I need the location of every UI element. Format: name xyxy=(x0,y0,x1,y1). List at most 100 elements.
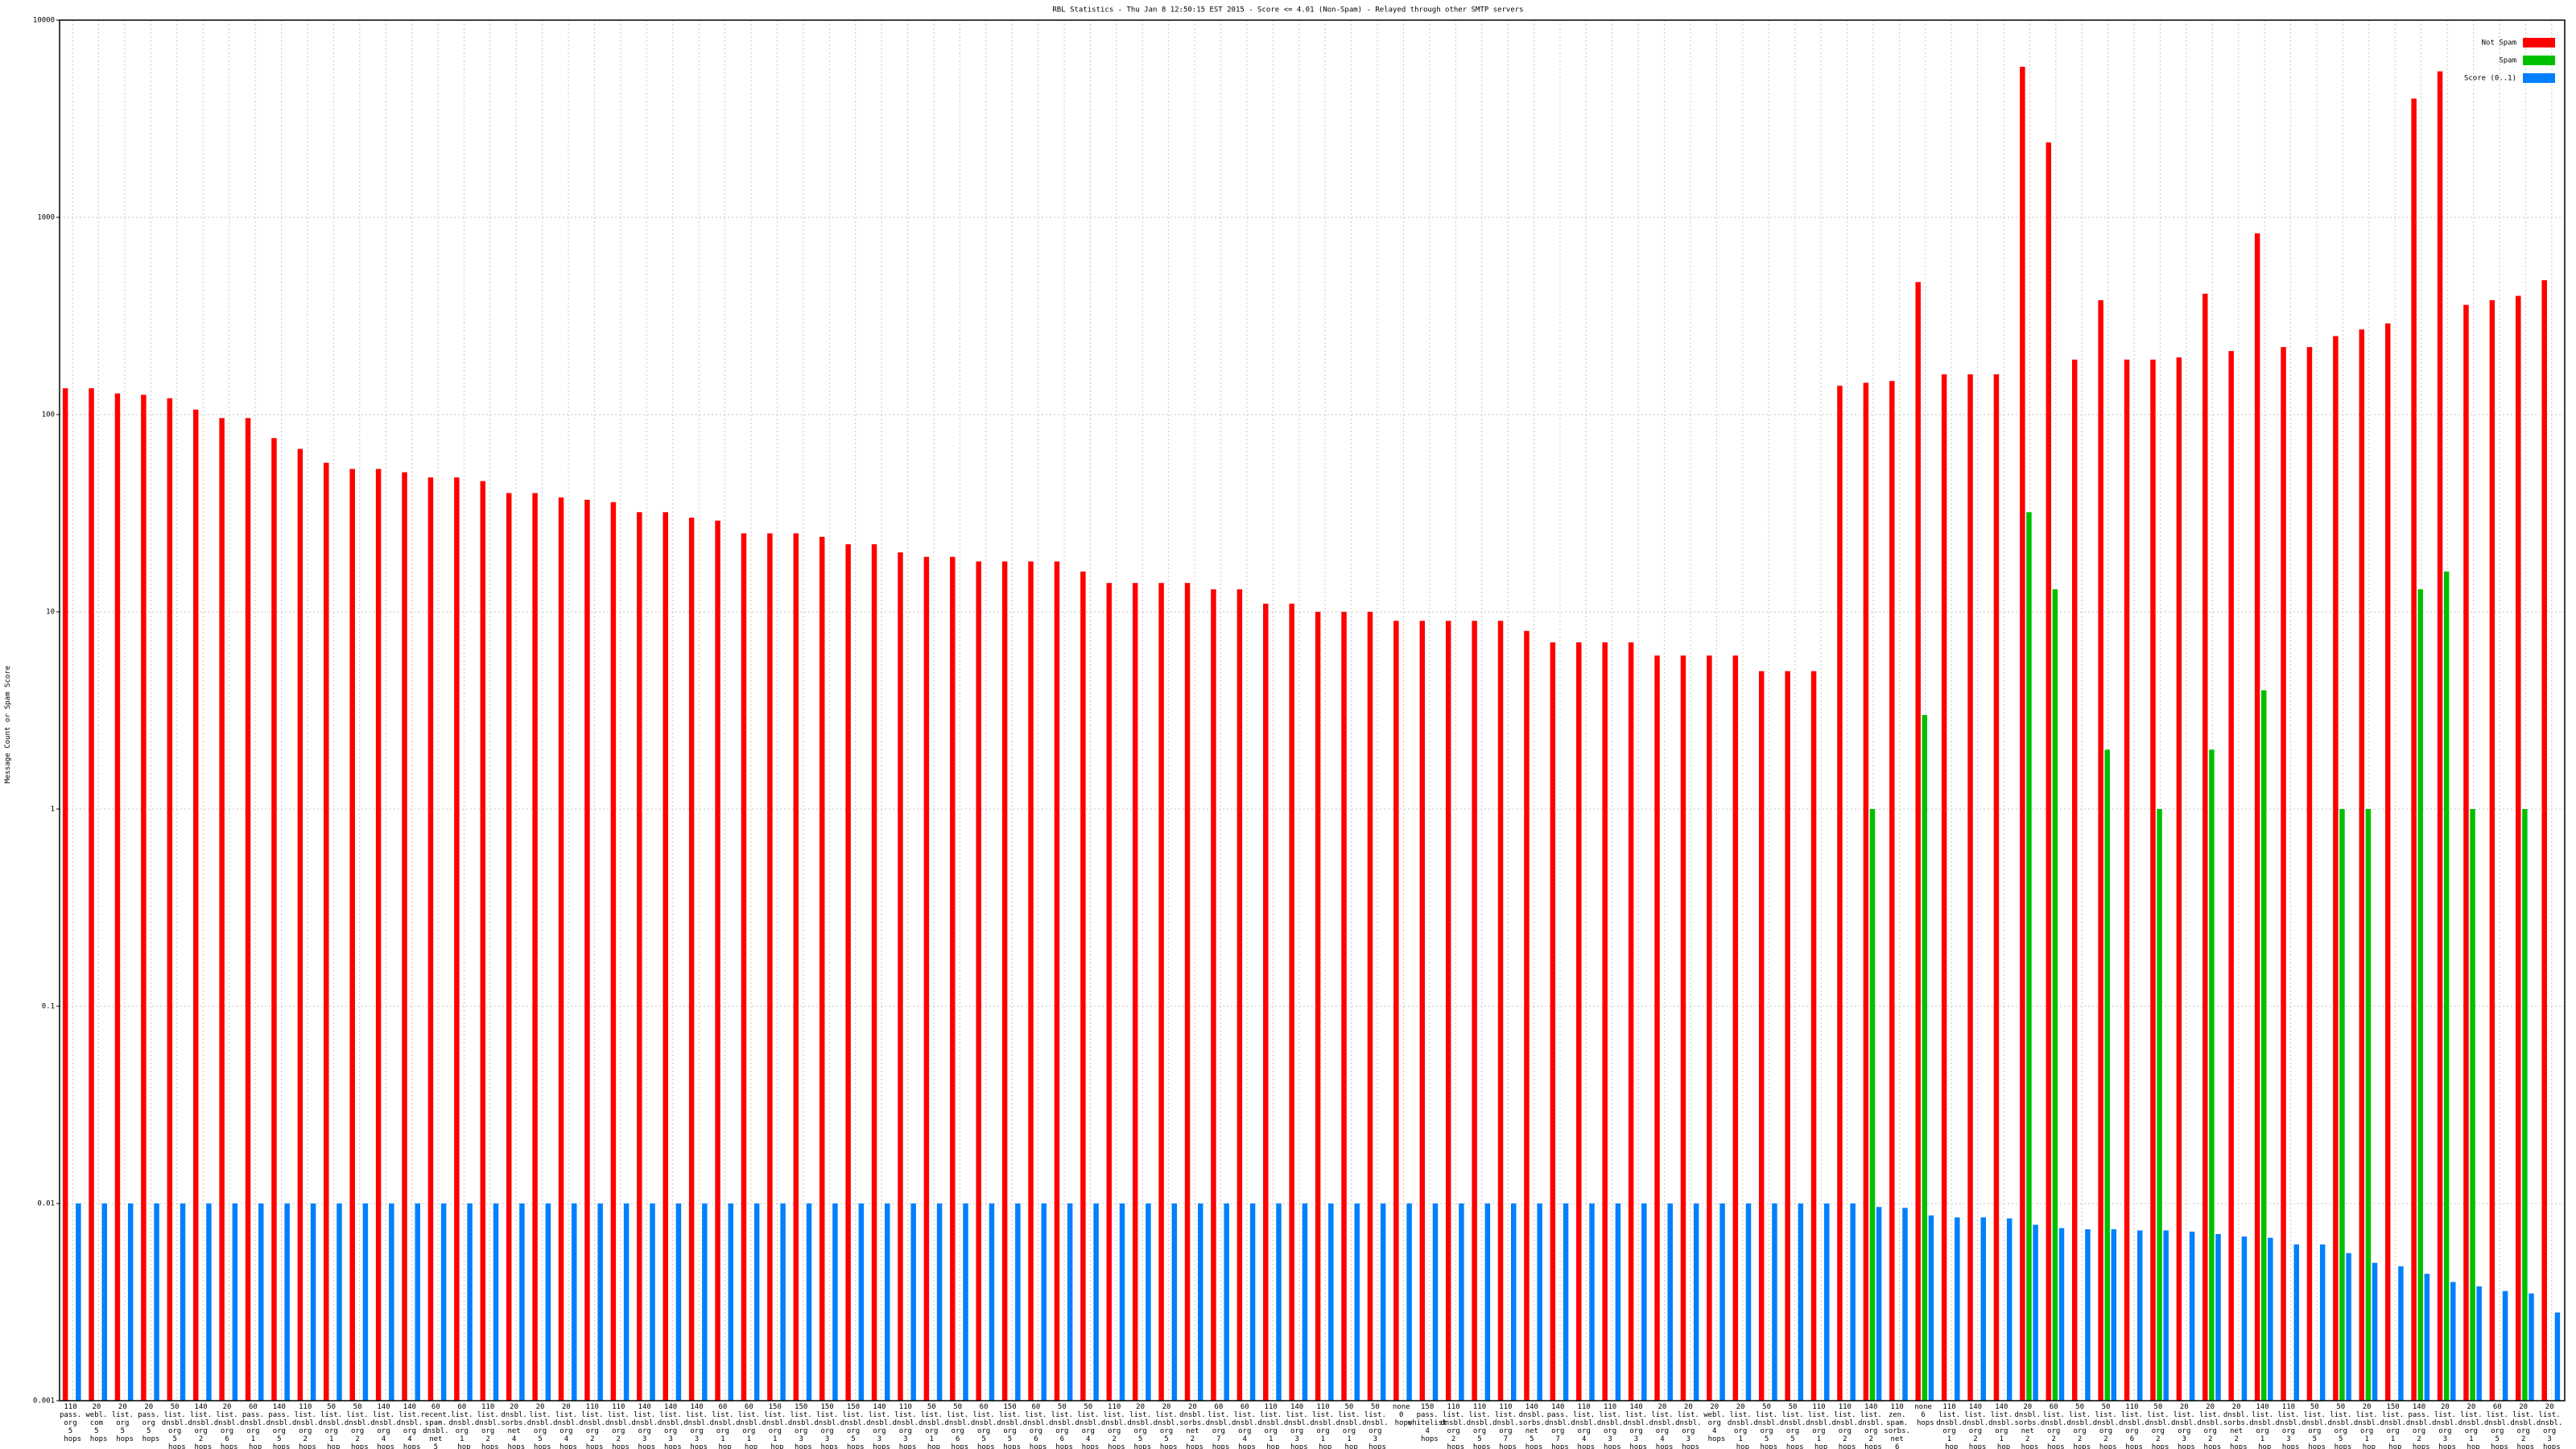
bar xyxy=(1641,1203,1647,1401)
bar xyxy=(1146,1203,1151,1401)
bar xyxy=(375,469,382,1401)
bar xyxy=(2006,1218,2013,1401)
bar xyxy=(1106,583,1113,1401)
bar xyxy=(1798,1203,1804,1401)
bar xyxy=(637,512,642,1401)
x-tick-label: 50 list. dnsbl. org 2 hops xyxy=(2066,1403,2097,1449)
bar xyxy=(2372,1262,2378,1401)
bar xyxy=(858,1203,865,1401)
x-tick-label: 110 list. dnsbl. org 2 hops xyxy=(580,1403,610,1449)
bar xyxy=(1719,1203,1725,1401)
bar xyxy=(2104,749,2110,1401)
x-tick-label: 60 pass. dnsbl. org 1 hop xyxy=(240,1403,270,1449)
x-tick-label: 20 webl. org 4 hops xyxy=(1703,1403,1730,1443)
bar xyxy=(2554,1312,2561,1401)
bar xyxy=(2189,1231,2195,1401)
x-tick-label: 150 list. dnsbl. org 5 hops xyxy=(840,1403,871,1449)
x-tick-label: 140 dnsbl. sorbs. net 5 hops xyxy=(1519,1403,1550,1449)
bar xyxy=(2228,351,2234,1401)
bar xyxy=(1615,1203,1621,1401)
bar xyxy=(2026,512,2032,1401)
x-tick-label: 110 list. dnsbl. org 6 hops xyxy=(2119,1403,2149,1449)
bar xyxy=(336,1203,342,1401)
x-tick-label: 110 list. dnsbl. org 2 hops xyxy=(1101,1403,1132,1449)
bar xyxy=(753,1203,760,1401)
x-tick-label: 110 list. dnsbl. org 1 hop xyxy=(1806,1403,1836,1449)
bar xyxy=(597,1203,603,1401)
bar xyxy=(2209,749,2215,1401)
bar xyxy=(324,462,329,1401)
bar xyxy=(232,1203,238,1401)
bar xyxy=(2268,1237,2273,1401)
bar xyxy=(493,1203,499,1401)
bar xyxy=(1680,655,1686,1401)
bar xyxy=(2137,1230,2143,1401)
bar xyxy=(1249,1203,1256,1401)
bar xyxy=(1289,603,1294,1401)
bar xyxy=(154,1203,159,1401)
bar xyxy=(1419,621,1426,1401)
bar xyxy=(1445,621,1451,1401)
bar xyxy=(2020,66,2025,1401)
bar xyxy=(1132,583,1138,1401)
bar xyxy=(1967,374,1973,1401)
x-tick-label: 20 list. dnsbl. org 5 hops xyxy=(1154,1403,1184,1449)
x-tick-label: 60 list. dnsbl. org 4 hops xyxy=(1232,1403,1262,1449)
bar xyxy=(1171,1203,1178,1401)
bar xyxy=(2502,1290,2508,1401)
bar xyxy=(1028,561,1034,1401)
x-tick-label: 110 pass. org 5 hops xyxy=(60,1403,86,1443)
x-tick-label: 20 list. dnsbl. org 3 hops xyxy=(2537,1403,2567,1449)
legend-swatch xyxy=(2523,56,2555,65)
bar xyxy=(1980,1217,1986,1401)
bar xyxy=(675,1203,682,1401)
bar xyxy=(2293,1244,2299,1401)
bar xyxy=(271,438,277,1401)
x-tick-label: 140 pass. dnsbl. org 5 hops xyxy=(266,1403,297,1449)
bar xyxy=(1001,561,1008,1401)
bar xyxy=(2463,304,2469,1401)
bar xyxy=(1654,655,1660,1401)
bar xyxy=(976,561,981,1401)
x-tick-label: 20 dnsbl. sorbs. net 4 hops xyxy=(501,1403,531,1449)
x-tick-label: 110 list. dnsbl. org 2 hops xyxy=(605,1403,636,1449)
bar xyxy=(1041,1203,1046,1401)
bar xyxy=(1993,374,2000,1401)
bar xyxy=(2333,336,2339,1402)
x-tick-label: 110 list. dnsbl. org 3 hops xyxy=(893,1403,923,1449)
bar xyxy=(1785,671,1790,1401)
bar xyxy=(1236,589,1243,1401)
y-tick-label: 10000 xyxy=(33,17,55,25)
x-tick-label: 140 list. dnsbl. org 3 hops xyxy=(866,1403,897,1449)
y-tick-label: 10 xyxy=(46,609,55,617)
bar xyxy=(1837,386,1843,1402)
legend-swatch xyxy=(2523,38,2555,47)
bar xyxy=(454,477,460,1401)
x-tick-label: 140 pass. dnsbl. org 2 hops xyxy=(2406,1403,2437,1449)
x-tick-label: 20 dnsbl. sorbs. net 2 hops xyxy=(2223,1403,2254,1449)
bar xyxy=(1928,1215,1934,1401)
bar xyxy=(127,1203,134,1401)
x-tick-label: 20 list. dnsbl. org 2 hops xyxy=(2510,1403,2541,1449)
bar xyxy=(558,497,564,1401)
bar xyxy=(1941,374,1947,1401)
x-tick-label: 110 list. dnsbl. org 2 hops xyxy=(475,1403,506,1449)
bar xyxy=(2241,1236,2248,1401)
x-tick-label: 20 list. dnsbl. org 3 hops xyxy=(1675,1403,1706,1449)
x-tick-label: 50 list. dnsbl. org 5 hops xyxy=(162,1403,192,1449)
x-tick-label: 150 list. dnsbl. org 1 hop xyxy=(2380,1403,2410,1449)
x-tick-label: 20 list. dnsbl. org 4 hops xyxy=(1649,1403,1680,1449)
x-tick-label: none 0 hops xyxy=(1393,1403,1414,1427)
legend-swatch xyxy=(2523,73,2555,83)
bar xyxy=(89,388,94,1401)
bar xyxy=(480,481,486,1402)
bar xyxy=(793,533,799,1402)
x-tick-label: 20 list. dnsbl. org 1 hop xyxy=(2354,1403,2384,1449)
x-tick-label: 20 list. org 5 hops xyxy=(112,1403,138,1443)
x-tick-label: none 6 hops xyxy=(1914,1403,1936,1427)
x-tick-label: 110 list. dnsbl. org 1 hop xyxy=(1936,1403,1967,1449)
bar xyxy=(310,1203,316,1401)
x-tick-label: 50 list. dnsbl. org 1 hop xyxy=(1336,1403,1367,1449)
bar xyxy=(1354,1203,1360,1401)
bar xyxy=(167,398,173,1402)
